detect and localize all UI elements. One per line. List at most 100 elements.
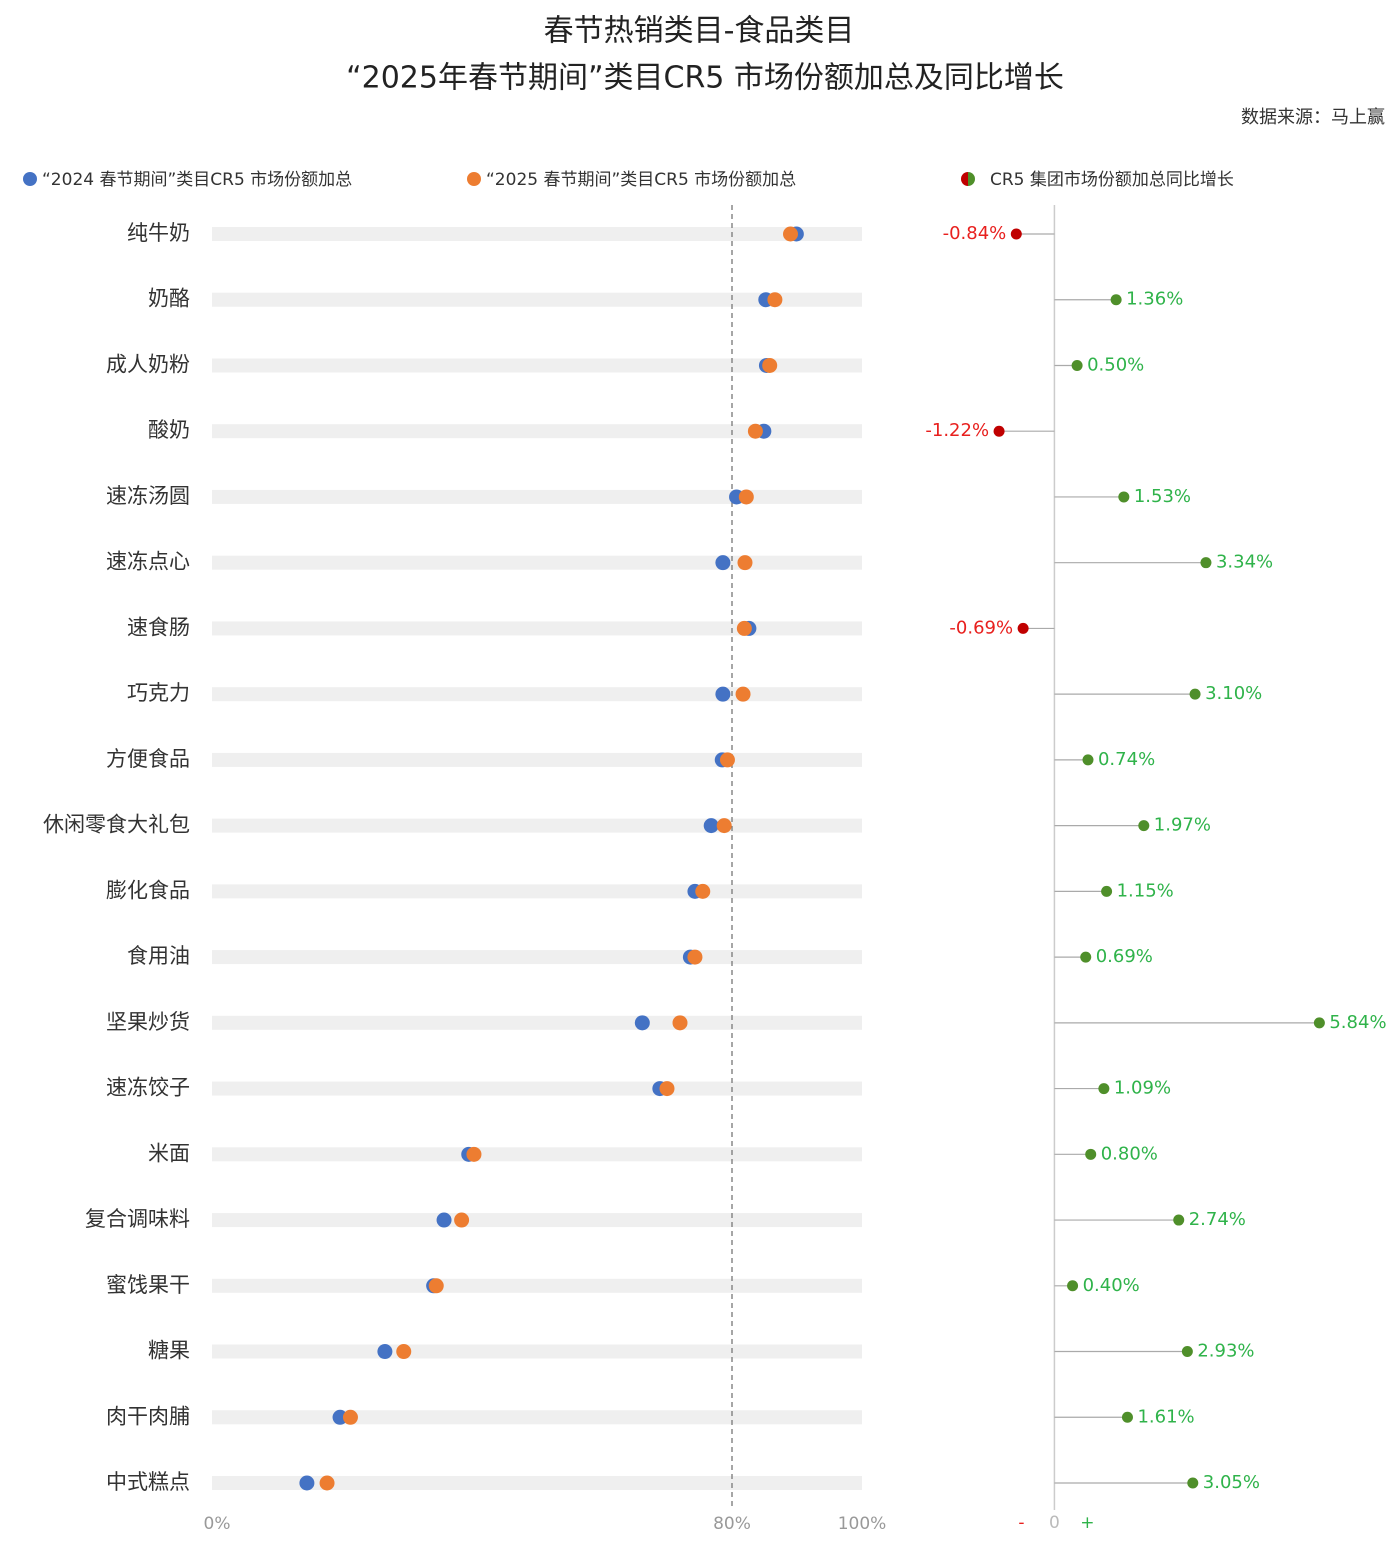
legend-label: “2024 春节期间”类目CR5 市场份额加总 [42, 170, 352, 190]
dot [1085, 1148, 1097, 1160]
dot [319, 1475, 335, 1491]
y-tick-label: 速冻点心 [106, 550, 190, 574]
value-label: 2.93% [1197, 1341, 1254, 1362]
dot [737, 555, 753, 571]
dot [687, 949, 703, 965]
dot [716, 818, 732, 834]
legend-label: “2025 春节期间”类目CR5 市场份额加总 [486, 170, 796, 190]
dot [1101, 885, 1113, 897]
value-label: 1.09% [1114, 1078, 1171, 1099]
dot [1200, 557, 1212, 569]
value-label: 0.74% [1098, 749, 1155, 770]
dot [454, 1212, 470, 1228]
dot [342, 1409, 358, 1425]
dot [719, 752, 735, 768]
dot [1313, 1017, 1325, 1029]
y-tick-label: 方便食品 [106, 747, 190, 771]
y-tick-label: 成人奶粉 [106, 352, 190, 376]
value-label: 2.74% [1189, 1209, 1246, 1230]
row-band [212, 884, 862, 899]
y-tick-label: 速冻饺子 [106, 1076, 190, 1100]
dot [428, 1278, 444, 1294]
legend-marker [467, 172, 481, 186]
x-tick-label: 0 [1049, 1513, 1060, 1533]
y-tick-label: 中式糕点 [106, 1470, 190, 1494]
value-label: 0.69% [1096, 946, 1153, 967]
row-band [212, 818, 862, 833]
dot [1189, 688, 1201, 700]
y-tick-label: 速食肠 [127, 615, 190, 639]
dot [1121, 1411, 1133, 1423]
dot [1067, 1280, 1079, 1292]
dot [1080, 951, 1092, 963]
dot [993, 425, 1005, 437]
dot [1071, 359, 1083, 371]
row-band [212, 1344, 862, 1359]
y-tick-label: 蜜饯果干 [106, 1273, 190, 1297]
dot [659, 1081, 675, 1097]
dot [1181, 1346, 1193, 1358]
dot [436, 1212, 452, 1228]
source: 数据来源：马上赢 [1241, 106, 1385, 128]
x-tick-label: 0% [204, 1514, 231, 1534]
row-band [212, 489, 862, 504]
dot [1187, 1477, 1199, 1489]
dot [1138, 820, 1150, 832]
chart-subtitle: “2025年春节期间”类目CR5 市场份额加总及同比增长 [346, 61, 1064, 96]
value-label: 1.61% [1137, 1406, 1194, 1427]
dot [762, 357, 778, 373]
y-tick-label: 巧克力 [127, 681, 190, 705]
dot [1118, 491, 1130, 503]
y-tick-label: 坚果炒货 [106, 1010, 190, 1034]
y-tick-label: 酸奶 [148, 418, 190, 442]
dot [1017, 622, 1029, 634]
dot [715, 686, 731, 702]
row-band [212, 292, 862, 307]
dot [634, 1015, 650, 1031]
dot [703, 818, 719, 834]
row-band [212, 1278, 862, 1293]
dot [466, 1146, 482, 1162]
dot [695, 883, 711, 899]
dot [767, 292, 783, 308]
legend-marker [968, 172, 975, 186]
row-band [212, 1410, 862, 1425]
row-band [212, 1015, 862, 1030]
value-label: 0.50% [1087, 354, 1144, 375]
legend-marker [23, 172, 37, 186]
dot [377, 1344, 393, 1360]
y-tick-label: 奶酪 [148, 287, 190, 311]
row-band [212, 1476, 862, 1490]
value-label: 1.36% [1126, 289, 1183, 310]
dot [783, 226, 798, 242]
y-tick-label: 休闲零食大礼包 [43, 813, 190, 837]
dot [1173, 1214, 1185, 1226]
value-label: -0.69% [949, 617, 1013, 638]
chart-title: 春节热销类目-食品类目 [544, 14, 855, 49]
value-label: 3.34% [1216, 552, 1273, 573]
value-label: 1.53% [1134, 486, 1191, 507]
row-band [212, 555, 862, 570]
row-band [212, 621, 862, 636]
dot [332, 1409, 348, 1425]
value-label: 1.15% [1117, 880, 1174, 901]
row-band [212, 950, 862, 965]
value-label: 0.40% [1083, 1275, 1140, 1296]
row-band [212, 424, 862, 439]
value-label: 0.80% [1101, 1143, 1158, 1164]
row-band [212, 227, 862, 241]
row-band [212, 1081, 862, 1096]
axis-sign: + [1080, 1513, 1094, 1533]
dot [299, 1475, 315, 1491]
dot [1010, 228, 1022, 240]
row-band [212, 687, 862, 702]
row-band [212, 358, 862, 373]
row-band [212, 1213, 862, 1228]
y-tick-label: 食用油 [127, 944, 190, 968]
dot [1098, 1083, 1110, 1095]
y-tick-label: 米面 [148, 1141, 190, 1165]
y-tick-label: 膨化食品 [106, 878, 190, 902]
dot [738, 489, 754, 505]
x-tick-label: 100% [838, 1514, 887, 1534]
